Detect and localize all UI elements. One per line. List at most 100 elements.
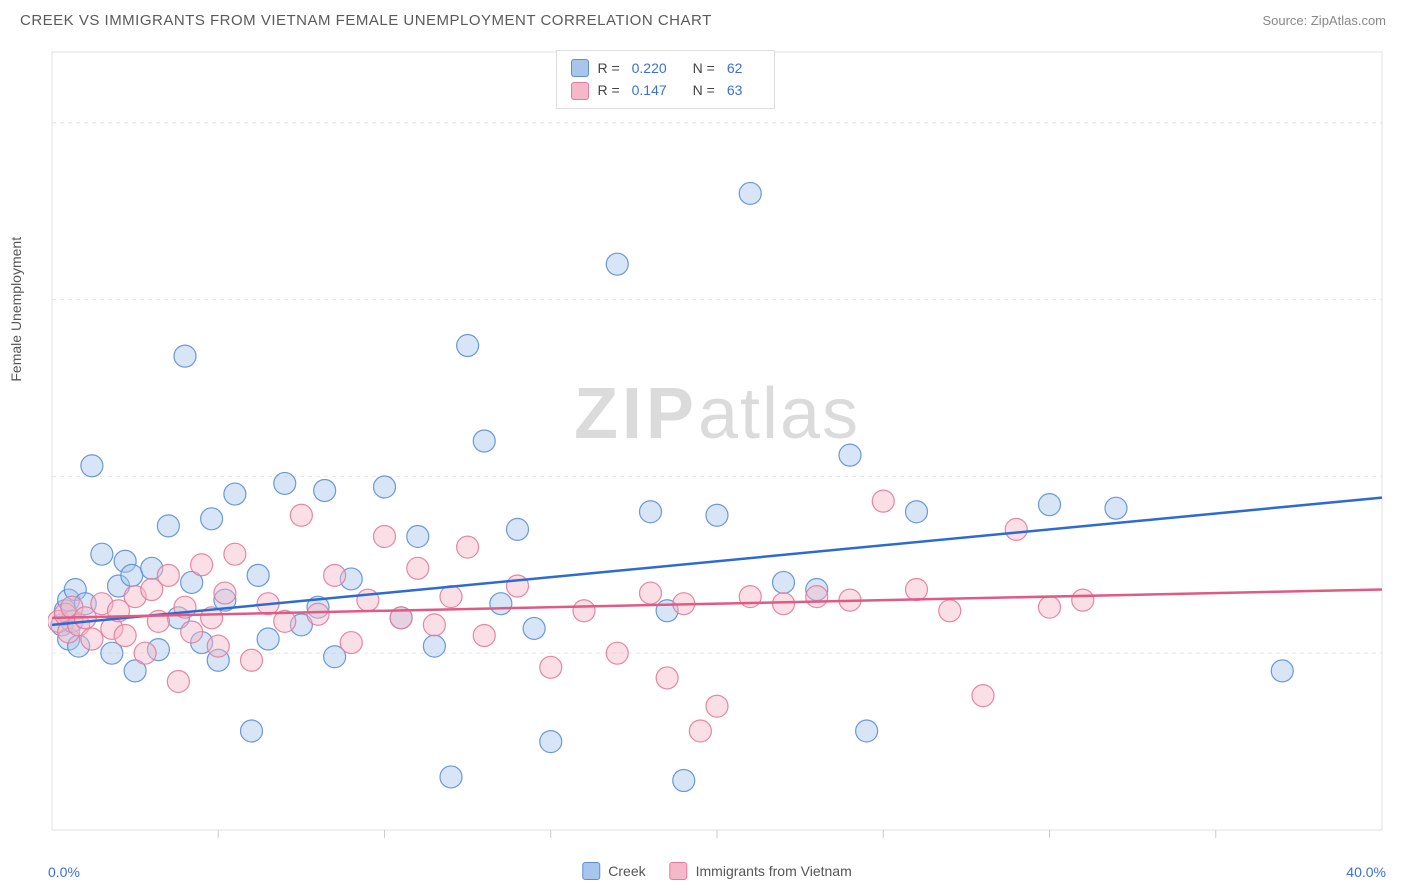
data-point: [457, 536, 479, 558]
legend-swatch: [582, 862, 600, 880]
x-axis-min-label: 0.0%: [48, 864, 80, 880]
data-point: [773, 571, 795, 593]
data-point: [872, 490, 894, 512]
data-point: [374, 525, 396, 547]
data-point: [357, 589, 379, 611]
data-point: [856, 720, 878, 742]
data-point: [689, 720, 711, 742]
r-label: R =: [597, 79, 619, 101]
data-point: [157, 515, 179, 537]
data-point: [906, 579, 928, 601]
data-point: [167, 670, 189, 692]
data-point: [224, 543, 246, 565]
x-axis-max-label: 40.0%: [1346, 864, 1386, 880]
data-point: [457, 335, 479, 357]
data-point: [407, 557, 429, 579]
chart-title: CREEK VS IMMIGRANTS FROM VIETNAM FEMALE …: [20, 12, 712, 29]
data-point: [1072, 589, 1094, 611]
legend-series-label: Creek: [608, 863, 645, 879]
r-label: R =: [597, 57, 619, 79]
legend-series-item: Immigrants from Vietnam: [670, 862, 852, 880]
data-point: [806, 586, 828, 608]
data-point: [906, 501, 928, 523]
data-point: [1005, 518, 1027, 540]
data-point: [340, 632, 362, 654]
data-point: [1039, 596, 1061, 618]
data-point: [673, 769, 695, 791]
data-point: [423, 614, 445, 636]
data-point: [773, 593, 795, 615]
data-point: [972, 685, 994, 707]
data-point: [939, 600, 961, 622]
data-point: [656, 667, 678, 689]
data-point: [247, 564, 269, 586]
legend-series-item: Creek: [582, 862, 645, 880]
y-axis-label: Female Unemployment: [8, 237, 24, 382]
legend-series-label: Immigrants from Vietnam: [696, 863, 852, 879]
data-point: [523, 617, 545, 639]
data-point: [839, 444, 861, 466]
data-point: [473, 430, 495, 452]
data-point: [324, 564, 346, 586]
legend-series: Creek Immigrants from Vietnam: [582, 862, 851, 880]
data-point: [224, 483, 246, 505]
n-label: N =: [693, 57, 715, 79]
data-point: [540, 656, 562, 678]
data-point: [290, 504, 312, 526]
data-point: [314, 480, 336, 502]
n-value: 63: [727, 79, 743, 101]
n-value: 62: [727, 57, 743, 79]
data-point: [157, 564, 179, 586]
data-point: [1039, 494, 1061, 516]
data-point: [573, 600, 595, 622]
data-point: [640, 582, 662, 604]
data-point: [307, 603, 329, 625]
legend-swatch: [670, 862, 688, 880]
data-point: [490, 593, 512, 615]
data-point: [706, 695, 728, 717]
data-point: [174, 345, 196, 367]
data-point: [1105, 497, 1127, 519]
source-attribution: Source: ZipAtlas.com: [1262, 13, 1386, 28]
data-point: [739, 182, 761, 204]
data-point: [507, 518, 529, 540]
legend-swatch: [571, 59, 589, 77]
data-point: [606, 253, 628, 275]
data-point: [257, 628, 279, 650]
chart-container: Female Unemployment ZIPatlas R =0.220N =…: [48, 48, 1386, 844]
data-point: [507, 575, 529, 597]
data-point: [440, 586, 462, 608]
data-point: [407, 525, 429, 547]
data-point: [81, 455, 103, 477]
data-point: [274, 472, 296, 494]
data-point: [81, 628, 103, 650]
data-point: [214, 582, 236, 604]
r-value: 0.220: [632, 57, 667, 79]
data-point: [1271, 660, 1293, 682]
n-label: N =: [693, 79, 715, 101]
data-point: [540, 731, 562, 753]
data-point: [640, 501, 662, 523]
data-point: [706, 504, 728, 526]
data-point: [91, 543, 113, 565]
data-point: [181, 621, 203, 643]
data-point: [114, 625, 136, 647]
data-point: [207, 635, 229, 657]
data-point: [121, 564, 143, 586]
legend-stats: R = 0.220 N = 62 R = 0.147 N = 63: [556, 50, 775, 109]
legend-stat-row: R = 0.220 N = 62: [571, 57, 760, 79]
trend-line: [52, 590, 1382, 618]
data-point: [134, 642, 156, 664]
scatter-chart: [48, 48, 1386, 844]
legend-stat-row: R = 0.147 N = 63: [571, 79, 760, 101]
data-point: [241, 720, 263, 742]
data-point: [201, 508, 223, 530]
data-point: [606, 642, 628, 664]
data-point: [473, 625, 495, 647]
data-point: [374, 476, 396, 498]
data-point: [423, 635, 445, 657]
data-point: [440, 766, 462, 788]
r-value: 0.147: [632, 79, 667, 101]
legend-swatch: [571, 82, 589, 100]
data-point: [241, 649, 263, 671]
